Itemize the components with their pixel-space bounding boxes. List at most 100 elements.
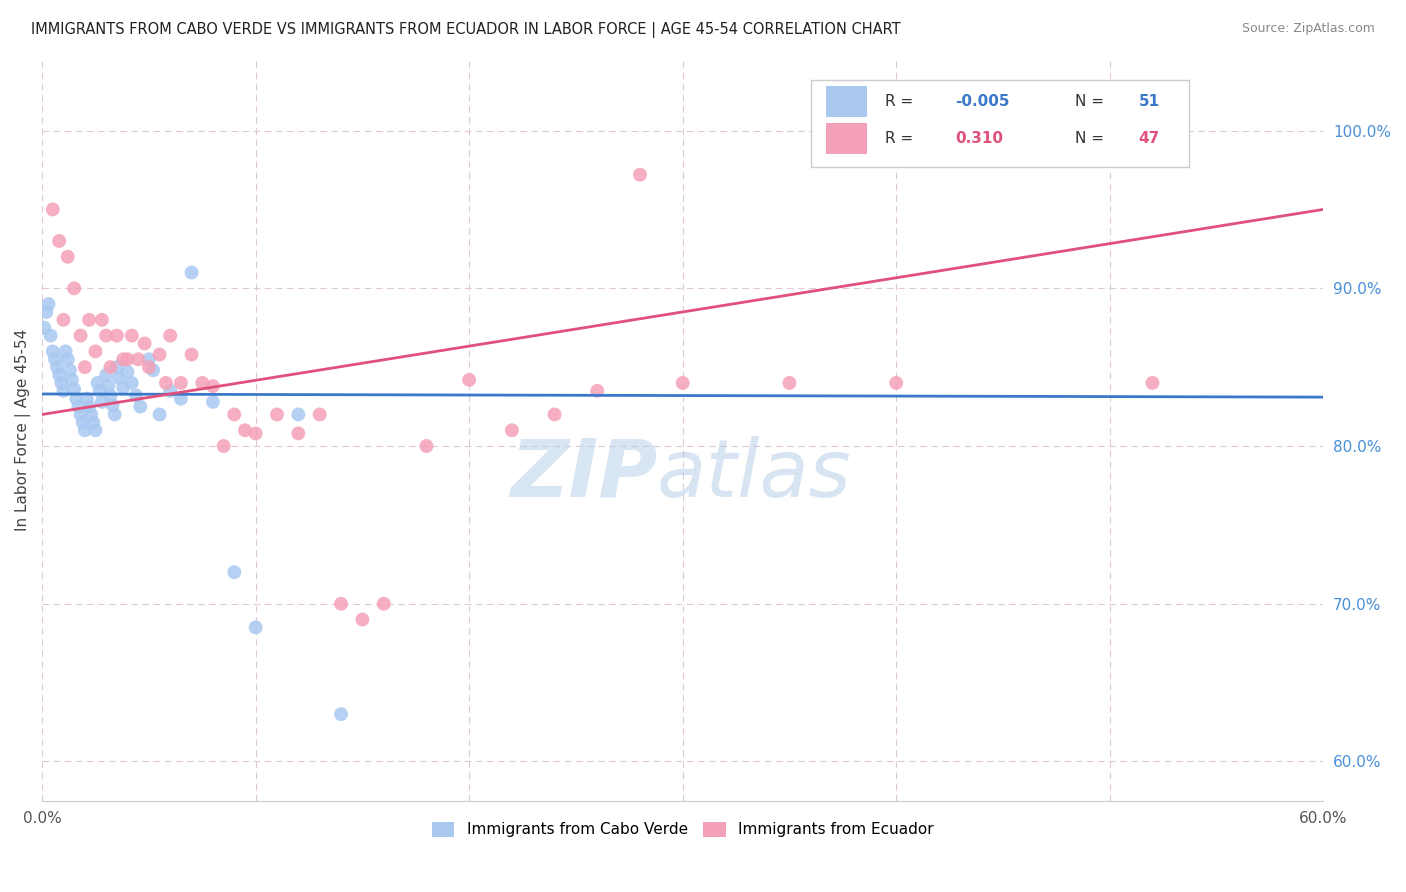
Point	[112, 381, 135, 395]
Point	[138, 352, 160, 367]
Bar	[827, 122, 868, 153]
Point	[212, 439, 235, 453]
Point	[52, 313, 75, 327]
Point	[101, 398, 124, 412]
Point	[201, 379, 224, 393]
Text: N =: N =	[1074, 94, 1108, 109]
Point	[42, 344, 65, 359]
Point	[32, 320, 55, 334]
Point	[117, 352, 139, 367]
Point	[586, 384, 609, 398]
Point	[104, 408, 127, 422]
Legend: Immigrants from Cabo Verde, Immigrants from Ecuador: Immigrants from Cabo Verde, Immigrants f…	[423, 814, 942, 845]
Point	[56, 352, 79, 367]
Point	[245, 620, 267, 634]
Point	[180, 347, 202, 361]
Point	[105, 360, 128, 375]
Point	[52, 384, 75, 398]
Point	[170, 392, 193, 406]
Point	[42, 202, 65, 217]
Point	[105, 328, 128, 343]
Text: atlas: atlas	[657, 435, 852, 514]
Point	[121, 376, 143, 390]
Point	[233, 423, 256, 437]
Text: Source: ZipAtlas.com: Source: ZipAtlas.com	[1241, 22, 1375, 36]
Point	[266, 408, 288, 422]
FancyBboxPatch shape	[811, 79, 1188, 167]
Point	[72, 415, 94, 429]
Point	[96, 328, 118, 343]
Point	[308, 408, 330, 422]
Point	[59, 363, 82, 377]
Point	[458, 373, 481, 387]
Point	[100, 360, 122, 375]
Point	[96, 368, 118, 382]
Point	[44, 352, 66, 367]
Point	[129, 400, 152, 414]
Y-axis label: In Labor Force | Age 45-54: In Labor Force | Age 45-54	[15, 329, 31, 532]
Point	[84, 423, 107, 437]
Point	[191, 376, 214, 390]
Point	[287, 408, 309, 422]
Point	[69, 408, 91, 422]
Point	[39, 328, 62, 343]
Point	[38, 297, 60, 311]
Point	[77, 400, 100, 414]
Point	[159, 328, 181, 343]
Text: 51: 51	[1139, 94, 1160, 109]
Point	[77, 313, 100, 327]
Point	[69, 328, 91, 343]
Point	[51, 376, 73, 390]
Text: ZIP: ZIP	[510, 435, 657, 514]
Point	[287, 426, 309, 441]
Point	[80, 408, 103, 422]
Point	[148, 408, 170, 422]
Point	[159, 384, 181, 398]
Point	[224, 408, 246, 422]
Point	[82, 415, 104, 429]
Point	[73, 423, 96, 437]
Point	[86, 376, 108, 390]
Text: R =: R =	[886, 130, 918, 145]
Point	[76, 392, 98, 406]
Text: 47: 47	[1139, 130, 1160, 145]
Point	[148, 347, 170, 361]
Point	[89, 384, 111, 398]
Point	[330, 597, 353, 611]
Text: R =: R =	[886, 94, 918, 109]
Point	[180, 266, 202, 280]
Point	[63, 281, 86, 295]
Text: N =: N =	[1074, 130, 1108, 145]
Point	[778, 376, 800, 390]
Text: IMMIGRANTS FROM CABO VERDE VS IMMIGRANTS FROM ECUADOR IN LABOR FORCE | AGE 45-54: IMMIGRANTS FROM CABO VERDE VS IMMIGRANTS…	[31, 22, 901, 38]
Point	[884, 376, 907, 390]
Point	[373, 597, 395, 611]
Text: -0.005: -0.005	[956, 94, 1010, 109]
Point	[48, 234, 70, 248]
Bar	[827, 86, 868, 117]
Point	[73, 360, 96, 375]
Point	[60, 373, 83, 387]
Point	[224, 565, 246, 579]
Point	[245, 426, 267, 441]
Point	[100, 388, 122, 402]
Point	[201, 395, 224, 409]
Point	[352, 613, 374, 627]
Point	[138, 360, 160, 375]
Point	[84, 344, 107, 359]
Point	[117, 365, 139, 379]
Point	[35, 305, 58, 319]
Point	[108, 371, 131, 385]
Point	[112, 352, 135, 367]
Point	[415, 439, 437, 453]
Point	[63, 382, 86, 396]
Text: 0.310: 0.310	[956, 130, 1004, 145]
Point	[1142, 376, 1164, 390]
Point	[142, 363, 165, 377]
Point	[65, 392, 87, 406]
Point	[501, 423, 523, 437]
Point	[155, 376, 177, 390]
Point	[90, 313, 112, 327]
Point	[628, 168, 651, 182]
Point	[48, 368, 70, 382]
